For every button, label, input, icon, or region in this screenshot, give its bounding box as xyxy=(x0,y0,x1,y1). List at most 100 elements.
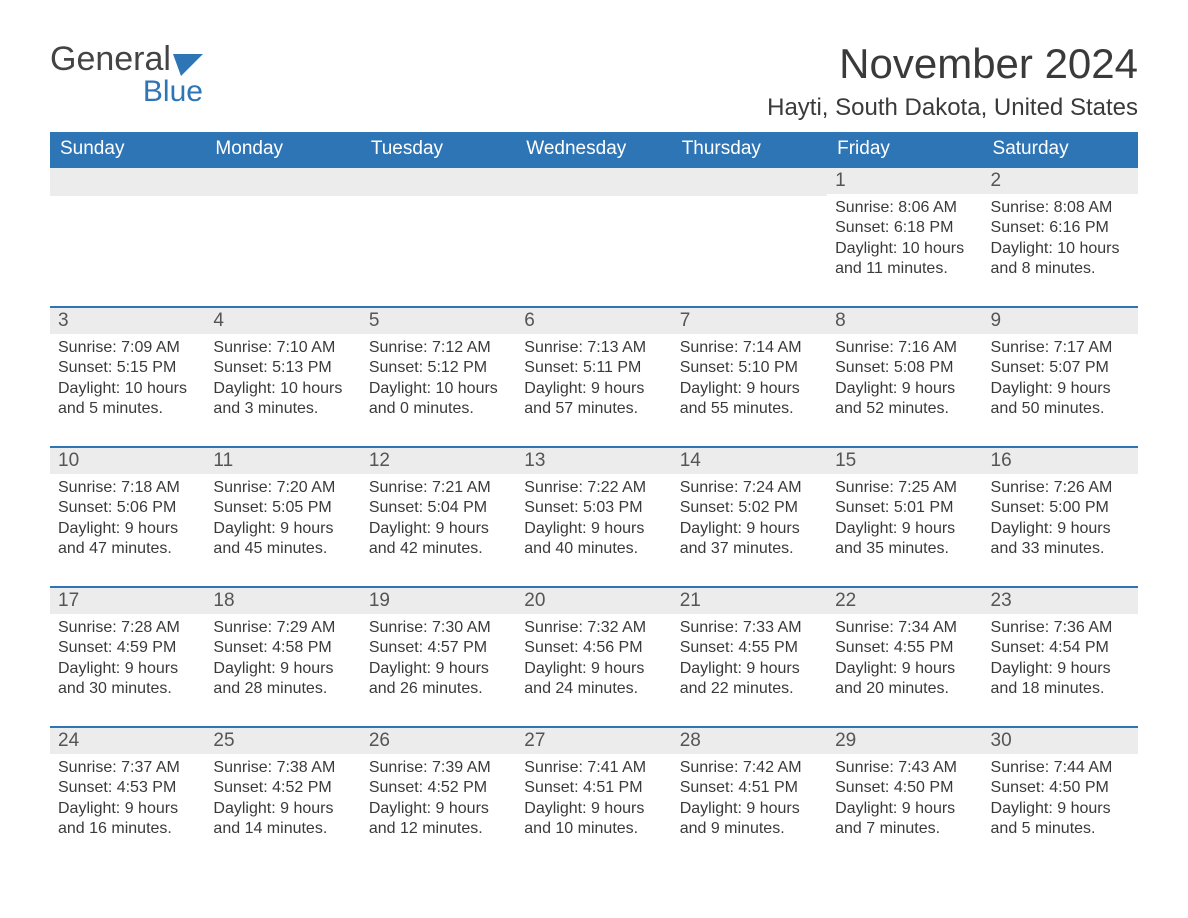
day-details: Sunrise: 7:29 AMSunset: 4:58 PMDaylight:… xyxy=(205,614,360,708)
sunset-line: Sunset: 4:54 PM xyxy=(991,638,1130,658)
day-number xyxy=(361,168,516,196)
day-number: 22 xyxy=(827,588,982,614)
weekday-header: Wednesday xyxy=(516,132,671,167)
day-number: 27 xyxy=(516,728,671,754)
day-details: Sunrise: 7:43 AMSunset: 4:50 PMDaylight:… xyxy=(827,754,982,848)
day-number: 12 xyxy=(361,448,516,474)
day-number: 17 xyxy=(50,588,205,614)
daylight-line: Daylight: 9 hours and 26 minutes. xyxy=(369,659,508,700)
sunrise-line: Sunrise: 7:39 AM xyxy=(369,758,508,778)
day-details: Sunrise: 7:12 AMSunset: 5:12 PMDaylight:… xyxy=(361,334,516,428)
daylight-line: Daylight: 10 hours and 0 minutes. xyxy=(369,379,508,420)
sunset-line: Sunset: 4:59 PM xyxy=(58,638,197,658)
day-number: 9 xyxy=(983,308,1138,334)
daylight-line: Daylight: 9 hours and 37 minutes. xyxy=(680,519,819,560)
sunset-line: Sunset: 5:13 PM xyxy=(213,358,352,378)
day-number xyxy=(672,168,827,196)
daylight-line: Daylight: 9 hours and 18 minutes. xyxy=(991,659,1130,700)
sunset-line: Sunset: 5:02 PM xyxy=(680,498,819,518)
calendar-cell: 30Sunrise: 7:44 AMSunset: 4:50 PMDayligh… xyxy=(983,727,1138,866)
sunrise-line: Sunrise: 7:34 AM xyxy=(835,618,974,638)
calendar-cell: 11Sunrise: 7:20 AMSunset: 5:05 PMDayligh… xyxy=(205,447,360,587)
daylight-line: Daylight: 9 hours and 57 minutes. xyxy=(524,379,663,420)
day-number: 5 xyxy=(361,308,516,334)
day-number: 21 xyxy=(672,588,827,614)
sunrise-line: Sunrise: 8:08 AM xyxy=(991,198,1130,218)
sunset-line: Sunset: 4:53 PM xyxy=(58,778,197,798)
day-details: Sunrise: 7:25 AMSunset: 5:01 PMDaylight:… xyxy=(827,474,982,568)
daylight-line: Daylight: 9 hours and 55 minutes. xyxy=(680,379,819,420)
calendar-cell: 3Sunrise: 7:09 AMSunset: 5:15 PMDaylight… xyxy=(50,307,205,447)
sunrise-line: Sunrise: 7:20 AM xyxy=(213,478,352,498)
day-details: Sunrise: 7:30 AMSunset: 4:57 PMDaylight:… xyxy=(361,614,516,708)
calendar-cell xyxy=(50,167,205,307)
logo-text-top: General xyxy=(50,40,171,79)
sunset-line: Sunset: 4:51 PM xyxy=(680,778,819,798)
calendar-cell: 5Sunrise: 7:12 AMSunset: 5:12 PMDaylight… xyxy=(361,307,516,447)
day-number: 14 xyxy=(672,448,827,474)
sunset-line: Sunset: 6:18 PM xyxy=(835,218,974,238)
location-subtitle: Hayti, South Dakota, United States xyxy=(767,94,1138,122)
sunrise-line: Sunrise: 7:33 AM xyxy=(680,618,819,638)
sunrise-line: Sunrise: 7:13 AM xyxy=(524,338,663,358)
calendar-cell xyxy=(361,167,516,307)
daylight-line: Daylight: 9 hours and 24 minutes. xyxy=(524,659,663,700)
daylight-line: Daylight: 9 hours and 20 minutes. xyxy=(835,659,974,700)
day-number: 1 xyxy=(827,168,982,194)
day-details: Sunrise: 8:06 AMSunset: 6:18 PMDaylight:… xyxy=(827,194,982,288)
day-number: 4 xyxy=(205,308,360,334)
sunrise-line: Sunrise: 7:14 AM xyxy=(680,338,819,358)
sunset-line: Sunset: 5:04 PM xyxy=(369,498,508,518)
daylight-line: Daylight: 9 hours and 28 minutes. xyxy=(213,659,352,700)
daylight-line: Daylight: 9 hours and 30 minutes. xyxy=(58,659,197,700)
calendar-cell: 21Sunrise: 7:33 AMSunset: 4:55 PMDayligh… xyxy=(672,587,827,727)
sunrise-line: Sunrise: 7:36 AM xyxy=(991,618,1130,638)
day-number: 6 xyxy=(516,308,671,334)
sunset-line: Sunset: 4:50 PM xyxy=(835,778,974,798)
day-details: Sunrise: 7:42 AMSunset: 4:51 PMDaylight:… xyxy=(672,754,827,848)
daylight-line: Daylight: 9 hours and 47 minutes. xyxy=(58,519,197,560)
day-number: 2 xyxy=(983,168,1138,194)
sunset-line: Sunset: 5:12 PM xyxy=(369,358,508,378)
day-number: 15 xyxy=(827,448,982,474)
day-number xyxy=(516,168,671,196)
day-number: 10 xyxy=(50,448,205,474)
day-number: 19 xyxy=(361,588,516,614)
sunset-line: Sunset: 4:51 PM xyxy=(524,778,663,798)
sunset-line: Sunset: 4:58 PM xyxy=(213,638,352,658)
day-details: Sunrise: 7:24 AMSunset: 5:02 PMDaylight:… xyxy=(672,474,827,568)
calendar-cell: 26Sunrise: 7:39 AMSunset: 4:52 PMDayligh… xyxy=(361,727,516,866)
calendar-cell: 17Sunrise: 7:28 AMSunset: 4:59 PMDayligh… xyxy=(50,587,205,727)
daylight-line: Daylight: 10 hours and 11 minutes. xyxy=(835,239,974,280)
calendar-cell: 6Sunrise: 7:13 AMSunset: 5:11 PMDaylight… xyxy=(516,307,671,447)
day-details: Sunrise: 7:21 AMSunset: 5:04 PMDaylight:… xyxy=(361,474,516,568)
weekday-header: Tuesday xyxy=(361,132,516,167)
weekday-header: Monday xyxy=(205,132,360,167)
day-number: 16 xyxy=(983,448,1138,474)
day-number: 7 xyxy=(672,308,827,334)
calendar-cell xyxy=(672,167,827,307)
calendar-cell: 4Sunrise: 7:10 AMSunset: 5:13 PMDaylight… xyxy=(205,307,360,447)
sunrise-line: Sunrise: 7:21 AM xyxy=(369,478,508,498)
daylight-line: Daylight: 9 hours and 7 minutes. xyxy=(835,799,974,840)
daylight-line: Daylight: 9 hours and 10 minutes. xyxy=(524,799,663,840)
sunset-line: Sunset: 4:50 PM xyxy=(991,778,1130,798)
day-details: Sunrise: 7:10 AMSunset: 5:13 PMDaylight:… xyxy=(205,334,360,428)
sunset-line: Sunset: 4:52 PM xyxy=(213,778,352,798)
sunrise-line: Sunrise: 7:38 AM xyxy=(213,758,352,778)
calendar-cell: 29Sunrise: 7:43 AMSunset: 4:50 PMDayligh… xyxy=(827,727,982,866)
day-number: 11 xyxy=(205,448,360,474)
sunrise-line: Sunrise: 7:12 AM xyxy=(369,338,508,358)
sunrise-line: Sunrise: 7:30 AM xyxy=(369,618,508,638)
daylight-line: Daylight: 9 hours and 16 minutes. xyxy=(58,799,197,840)
daylight-line: Daylight: 9 hours and 40 minutes. xyxy=(524,519,663,560)
day-details: Sunrise: 7:16 AMSunset: 5:08 PMDaylight:… xyxy=(827,334,982,428)
day-details: Sunrise: 7:34 AMSunset: 4:55 PMDaylight:… xyxy=(827,614,982,708)
day-details: Sunrise: 7:37 AMSunset: 4:53 PMDaylight:… xyxy=(50,754,205,848)
daylight-line: Daylight: 9 hours and 33 minutes. xyxy=(991,519,1130,560)
calendar-cell: 7Sunrise: 7:14 AMSunset: 5:10 PMDaylight… xyxy=(672,307,827,447)
sunset-line: Sunset: 5:06 PM xyxy=(58,498,197,518)
day-number: 24 xyxy=(50,728,205,754)
daylight-line: Daylight: 9 hours and 12 minutes. xyxy=(369,799,508,840)
day-number: 13 xyxy=(516,448,671,474)
